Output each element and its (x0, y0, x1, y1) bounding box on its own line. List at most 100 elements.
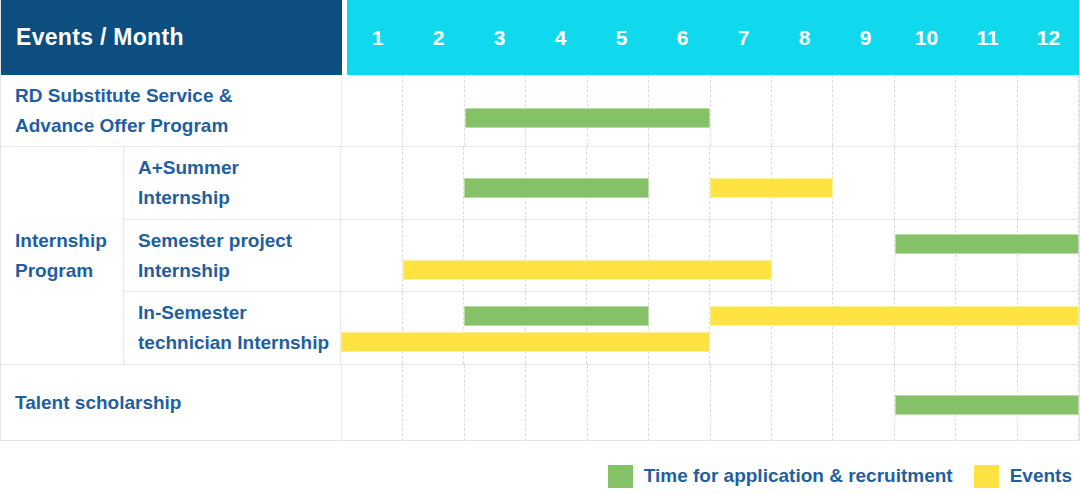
gantt-grid (342, 365, 1079, 441)
month-grid-cell (833, 147, 895, 219)
month-label: 10 (896, 0, 957, 75)
month-label: 6 (652, 0, 713, 75)
legend-label: Time for application & recruitment (644, 465, 953, 487)
month-grid-cell (526, 292, 588, 364)
month-label: 5 (591, 0, 652, 75)
month-grid-cell (772, 365, 833, 441)
group-label-line: Program (15, 256, 123, 286)
month-label: 1 (347, 0, 408, 75)
month-grid-cell (341, 220, 403, 292)
group-label-line: Internship (15, 226, 123, 256)
month-grid-cell (1018, 292, 1080, 364)
gantt-grid (342, 75, 1079, 146)
month-grid-cell (403, 292, 465, 364)
month-label: 3 (469, 0, 530, 75)
green-swatch-icon (608, 465, 633, 488)
month-grid-cell (710, 220, 772, 292)
row-label-a-plus-summer: A+Summer Internship (124, 147, 341, 219)
month-grid-cell (711, 365, 772, 441)
month-grid-cell (1018, 220, 1080, 292)
legend-item-recruitment: Time for application & recruitment (608, 465, 953, 488)
month-grid-cell (341, 147, 403, 219)
row-label-line: A+Summer (138, 153, 340, 183)
month-grid-cell (833, 292, 895, 364)
internship-program-group: Internship Program A+Summer Internship S… (1, 147, 1079, 365)
month-grid-cell (833, 75, 894, 146)
month-grid-cell (649, 365, 710, 441)
month-grid-cell (895, 75, 956, 146)
gantt-grid (341, 147, 1079, 219)
month-grid-cell (956, 75, 1017, 146)
table-row: In-Semester technician Internship (124, 292, 1079, 364)
month-grid-cell (772, 220, 834, 292)
row-label-semester-project: Semester project Internship (124, 220, 341, 292)
gantt-bar-event (341, 332, 710, 352)
months-header: 123456789101112 (347, 0, 1079, 75)
row-label-line: In-Semester (138, 298, 340, 328)
yellow-swatch-icon (974, 465, 999, 488)
month-grid-cell (1018, 75, 1079, 146)
month-label: 11 (957, 0, 1018, 75)
group-sub-rows: A+Summer Internship Semester project Int… (124, 147, 1079, 364)
row-label-line: technician Internship (138, 328, 340, 358)
month-grid-cell (587, 292, 649, 364)
month-grid-cell (956, 292, 1018, 364)
month-grid-cell (956, 147, 1018, 219)
gantt-bar-event (710, 306, 1079, 326)
legend: Time for application & recruitment Event… (0, 462, 1080, 490)
month-grid-cell (464, 220, 526, 292)
month-grid-cell (587, 220, 649, 292)
gantt-bar-recruitment (465, 108, 711, 128)
gantt-bar-recruitment (895, 234, 1080, 254)
month-grid-cell (341, 292, 403, 364)
month-grid-cell (895, 292, 957, 364)
group-label-internship-program: Internship Program (1, 147, 124, 364)
month-grid-cell (895, 220, 957, 292)
month-grid-cell (772, 75, 833, 146)
events-month-header: Events / Month (1, 0, 342, 75)
row-label-line: Semester project (138, 226, 340, 256)
month-grid-cell (588, 365, 649, 441)
month-label: 7 (713, 0, 774, 75)
gantt-bar-recruitment (895, 395, 1079, 415)
month-label: 12 (1018, 0, 1079, 75)
gantt-bar-recruitment (464, 306, 649, 326)
month-grid-cell (403, 365, 464, 441)
gantt-bar-event (710, 178, 833, 198)
gantt-schedule: Events / Month 123456789101112 RD Substi… (0, 0, 1080, 494)
month-grid-cell (772, 292, 834, 364)
gantt-bar-recruitment (464, 178, 649, 198)
schedule-table: Events / Month 123456789101112 RD Substi… (0, 0, 1080, 441)
table-row: Semester project Internship (124, 220, 1079, 293)
month-grid-cell (895, 147, 957, 219)
gantt-bar-event (403, 260, 772, 280)
gantt-grid (341, 292, 1079, 364)
events-month-label: Events / Month (16, 24, 184, 51)
month-grid-cell (649, 147, 711, 219)
month-grid-cell (526, 220, 588, 292)
month-grid-cell (1018, 147, 1080, 219)
row-label-rd-substitute: RD Substitute Service & Advance Offer Pr… (1, 75, 342, 146)
table-row: A+Summer Internship (124, 147, 1079, 220)
month-grid-cell (649, 292, 711, 364)
row-label-line: RD Substitute Service & (15, 81, 341, 111)
table-row: RD Substitute Service & Advance Offer Pr… (1, 75, 1079, 147)
month-label: 8 (774, 0, 835, 75)
table-row: Talent scholarship (1, 365, 1079, 441)
legend-item-events: Events (974, 465, 1072, 488)
month-grid-cell (403, 220, 465, 292)
month-grid-cell (403, 75, 464, 146)
month-grid-cell (403, 147, 465, 219)
month-grid-cell (710, 292, 772, 364)
month-label: 4 (530, 0, 591, 75)
month-grid-cell (526, 365, 587, 441)
month-grid-cell (342, 75, 403, 146)
month-grid-cell (833, 365, 894, 441)
row-label-talent-scholarship: Talent scholarship (1, 365, 342, 441)
month-label: 2 (408, 0, 469, 75)
month-label: 9 (835, 0, 896, 75)
month-grid-cell (956, 220, 1018, 292)
month-grid-cell (464, 292, 526, 364)
row-label-line: Internship (138, 256, 340, 286)
month-grid-cell (465, 365, 526, 441)
